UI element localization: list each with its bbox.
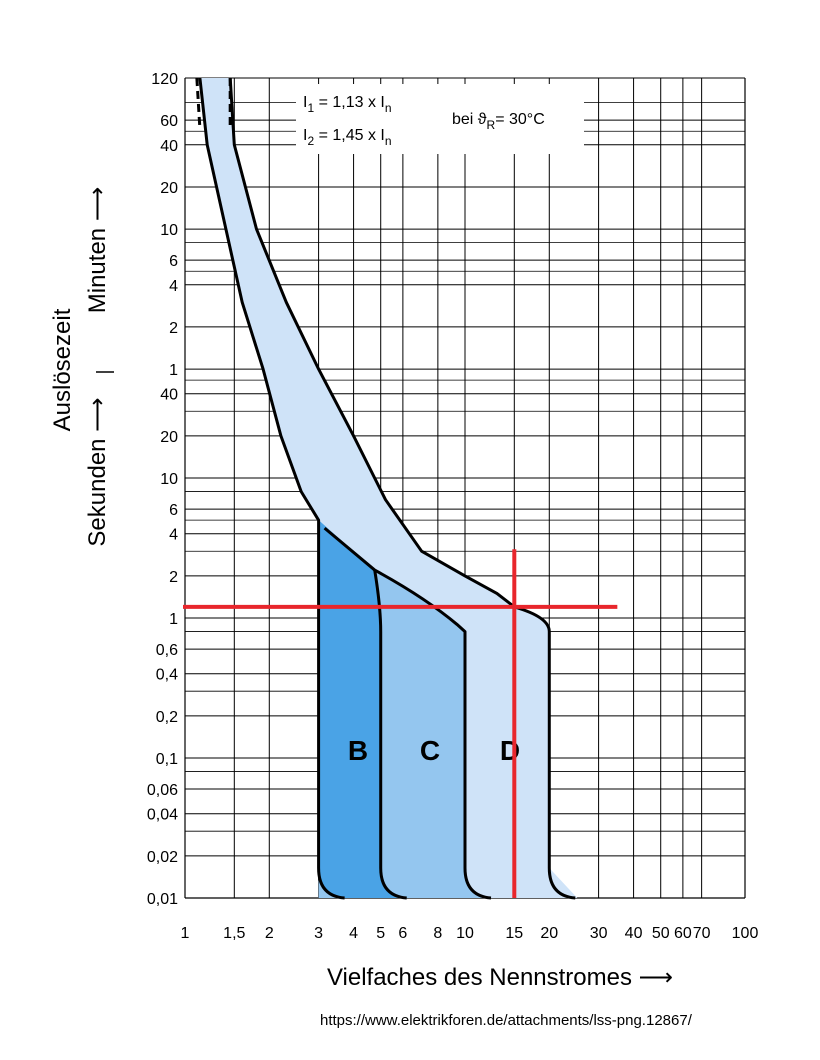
series-label-d: D bbox=[500, 735, 520, 766]
x-tick-label: 10 bbox=[456, 925, 474, 942]
red-marker-lines bbox=[183, 549, 618, 898]
y-axis-title-main: Auslösezeit bbox=[49, 308, 76, 431]
y-tick-label: 10 bbox=[160, 471, 178, 488]
y-tick-label: 0,04 bbox=[147, 807, 178, 824]
thermal-band-area bbox=[199, 78, 578, 898]
axis-tick-labels: 1 1,5 2 3 4 5 6 8 10 15 20 30 40 50 60 70 10012060402010… bbox=[147, 71, 759, 942]
y-tick-label: 6 bbox=[169, 253, 178, 270]
y-tick-label: 60 bbox=[160, 113, 178, 130]
curve-left-boundary bbox=[198, 77, 345, 900]
y-tick-label: 0,1 bbox=[156, 751, 178, 768]
y-tick-label: 0,06 bbox=[147, 782, 178, 799]
y-tick-label: 0,4 bbox=[156, 667, 178, 684]
x-tick-label: 60 bbox=[674, 925, 692, 942]
y-tick-label: 4 bbox=[169, 527, 178, 544]
annotation-i2: I2 = 1,45 x In bbox=[303, 127, 392, 148]
series-label-c: C bbox=[420, 735, 440, 766]
source-url: https://www.elektrikforen.de/attachments… bbox=[320, 1012, 692, 1029]
x-axis-title: Vielfaches des Nennstromes ⟶ bbox=[327, 964, 673, 991]
y-tick-label: 120 bbox=[151, 71, 178, 88]
y-axis-title-minutes: Minuten ⟶ bbox=[84, 187, 111, 313]
y-tick-label: 4 bbox=[169, 278, 178, 295]
x-tick-label: 3 bbox=[314, 925, 323, 942]
y-tick-label: 0,01 bbox=[147, 891, 178, 908]
x-tick-label: 6 bbox=[398, 925, 407, 942]
x-tick-label: 15 bbox=[505, 925, 523, 942]
y-tick-label: 40 bbox=[160, 138, 178, 155]
series-label-b: B bbox=[348, 735, 368, 766]
y-tick-label: 2 bbox=[169, 320, 178, 337]
x-tick-label: 20 bbox=[540, 925, 558, 942]
y-tick-label: 0,2 bbox=[156, 709, 178, 726]
annotation-temperature: bei ϑR= 30°C bbox=[452, 111, 545, 132]
y-tick-label: 0,6 bbox=[156, 642, 178, 659]
curve-b-boundary bbox=[373, 569, 407, 900]
y-tick-label: 1 bbox=[169, 611, 178, 628]
curve-c-boundary bbox=[323, 527, 492, 900]
annotation-i1: I1 = 1,13 x In bbox=[303, 94, 392, 115]
y-axis-title-seconds: Sekunden ⟶ bbox=[84, 397, 111, 546]
y-tick-label: 2 bbox=[169, 569, 178, 586]
y-tick-label: 6 bbox=[169, 502, 178, 519]
annotation-box: I1 = 1,13 x In I2 = 1,45 x In bei ϑR= 30… bbox=[296, 84, 584, 154]
x-tick-label: 50 bbox=[652, 925, 670, 942]
x-tick-label: 30 bbox=[590, 925, 608, 942]
curve-left-dashed-top bbox=[195, 77, 202, 129]
y-tick-label: 0,02 bbox=[147, 849, 178, 866]
x-tick-label: 40 bbox=[625, 925, 643, 942]
x-tick-label: 4 bbox=[349, 925, 358, 942]
curve-d-boundary bbox=[228, 77, 576, 900]
x-tick-label: 70 bbox=[693, 925, 711, 942]
x-tick-label: 2 bbox=[265, 925, 274, 942]
tripping-characteristic-chart: 1 1,5 2 3 4 5 6 8 10 15 20 30 40 50 60 70 10012060402010… bbox=[49, 71, 759, 991]
x-tick-label: 100 bbox=[732, 925, 759, 942]
chart-grid bbox=[184, 77, 746, 899]
y-tick-label: 40 bbox=[160, 387, 178, 404]
x-tick-label: 5 bbox=[376, 925, 385, 942]
series-b-area bbox=[318, 520, 407, 898]
y-tick-label: 20 bbox=[160, 180, 178, 197]
x-tick-label: 8 bbox=[433, 925, 442, 942]
chart-curves bbox=[195, 77, 576, 900]
y-tick-label: 10 bbox=[160, 222, 178, 239]
x-tick-label: 1 bbox=[181, 925, 190, 942]
x-tick-label: 1,5 bbox=[223, 925, 245, 942]
y-tick-label: 20 bbox=[160, 429, 178, 446]
chart-areas bbox=[199, 78, 578, 898]
y-tick-label: 1 bbox=[169, 362, 178, 379]
